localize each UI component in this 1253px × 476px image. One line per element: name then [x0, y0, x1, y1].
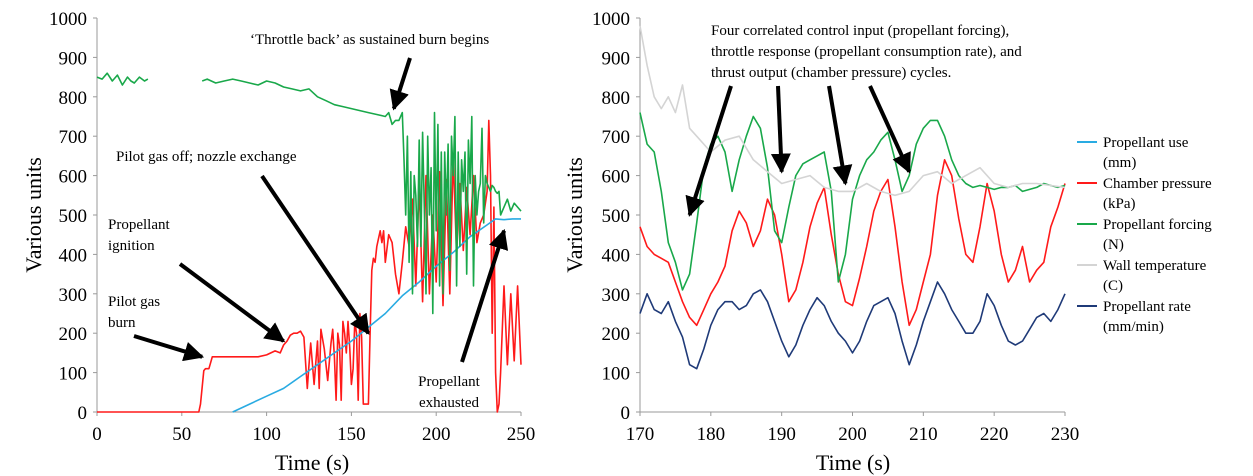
y-tick-label: 0	[78, 403, 88, 424]
right-chart-legend: Propellant use (mm) Chamber pressure (kPa) P…	[1077, 135, 1212, 335]
series-line-chamber-pressure	[639, 159, 1066, 327]
y-tick-label: 400	[602, 245, 631, 266]
right-chart-y-axis-label: Various units	[562, 157, 587, 273]
y-tick-label: 300	[602, 285, 631, 306]
x-tick-label: 250	[507, 424, 536, 445]
left-chart-annotations: ‘Throttle back’ as sustained burn begins…	[108, 32, 509, 411]
x-tick-label: 220	[980, 424, 1009, 445]
series-line-series-2	[201, 78, 522, 315]
annotation-text: Propellant	[418, 374, 480, 390]
legend-item: Propellant rate (mm/min)	[1077, 299, 1191, 335]
x-tick-label: 200	[422, 424, 451, 445]
left-chart-x-axis-label: Time (s)	[275, 450, 349, 475]
legend-label: Propellant forcing	[1103, 217, 1212, 233]
annotation-text: Propellant	[108, 217, 170, 233]
annotation-arrow	[133, 334, 205, 362]
annotation-arrow	[868, 85, 911, 174]
annotation-arrow	[770, 85, 791, 174]
annotation-text: burn	[108, 315, 136, 331]
annotation-arrow	[178, 262, 286, 343]
y-tick-label: 0	[621, 403, 631, 424]
y-tick-label: 900	[602, 48, 631, 69]
y-tick-label: 500	[59, 206, 88, 227]
right-chart-axes	[636, 17, 1066, 416]
annotation-text: throttle response (propellant consumptio…	[711, 44, 1022, 60]
right-chart: 170 180 190 200 210 220 230 0 100 200 300 400 500 600…	[562, 9, 1212, 475]
annotation-text: Pilot gas	[108, 294, 160, 310]
series-line-propellant-forcing	[639, 112, 1066, 291]
x-tick-label: 100	[252, 424, 281, 445]
series-line-wall-temperature	[639, 25, 1066, 197]
series-line-series-1	[503, 218, 521, 221]
legend-label: Propellant rate	[1103, 299, 1191, 315]
annotation-arrow	[260, 174, 371, 335]
left-chart-y-axis-label: Various units	[21, 157, 46, 273]
series-line-propellant-rate	[639, 281, 1066, 370]
legend-unit: (mm)	[1103, 155, 1136, 171]
right-chart-tick-labels: 170 180 190 200 210 220 230 0 100 200 300 400 500 600…	[592, 9, 1079, 445]
x-tick-label: 180	[697, 424, 726, 445]
legend-item: Chamber pressure (kPa)	[1077, 176, 1212, 212]
x-tick-label: 0	[92, 424, 102, 445]
y-tick-label: 100	[59, 364, 88, 385]
annotation-arrow	[685, 85, 733, 217]
y-tick-label: 400	[59, 245, 88, 266]
legend-item: Wall temperature (C)	[1077, 258, 1207, 294]
annotation-text: ‘Throttle back’ as sustained burn begins	[250, 32, 489, 48]
annotation-text: thrust output (chamber pressure) cycles.	[711, 65, 951, 81]
x-tick-label: 210	[909, 424, 938, 445]
y-tick-label: 1000	[592, 9, 630, 30]
y-tick-label: 900	[59, 48, 88, 69]
x-tick-label: 190	[767, 424, 796, 445]
annotation-text: Four correlated control input (propellan…	[711, 23, 1009, 39]
left-chart: 0 50 100 150 200 250 0 100 200 300 400 500 600 700 800…	[21, 9, 535, 475]
legend-item: Propellant forcing (N)	[1077, 217, 1212, 253]
legend-unit: (kPa)	[1103, 196, 1136, 212]
legend-unit: (mm/min)	[1103, 319, 1164, 335]
y-tick-label: 800	[59, 88, 88, 109]
right-chart-series	[639, 25, 1066, 370]
y-tick-label: 700	[59, 127, 88, 148]
legend-unit: (C)	[1103, 278, 1123, 294]
left-chart-series	[96, 72, 522, 413]
legend-item: Propellant use (mm)	[1077, 135, 1189, 171]
y-tick-label: 200	[602, 324, 631, 345]
y-tick-label: 600	[602, 167, 631, 188]
y-tick-label: 300	[59, 285, 88, 306]
annotation-text: Pilot gas off; nozzle exchange	[116, 149, 297, 165]
y-tick-label: 800	[602, 88, 631, 109]
annotation-text: ignition	[108, 238, 155, 254]
annotation-arrow	[389, 57, 412, 111]
y-tick-label: 200	[59, 324, 88, 345]
y-tick-label: 600	[59, 167, 88, 188]
annotation-arrow	[460, 228, 509, 363]
y-tick-label: 700	[602, 127, 631, 148]
annotation-arrow	[827, 85, 853, 186]
x-tick-label: 50	[172, 424, 191, 445]
x-tick-label: 230	[1051, 424, 1080, 445]
y-tick-label: 1000	[49, 9, 87, 30]
series-line-series-2	[96, 72, 149, 86]
left-chart-tick-labels: 0 50 100 150 200 250 0 100 200 300 400 500 600 700 800…	[49, 9, 535, 445]
legend-label: Propellant use	[1103, 135, 1189, 151]
right-chart-annotations: Four correlated control input (propellan…	[685, 23, 1022, 217]
legend-unit: (N)	[1103, 237, 1124, 253]
legend-label: Chamber pressure	[1103, 176, 1212, 192]
x-tick-label: 170	[626, 424, 655, 445]
x-tick-label: 150	[337, 424, 366, 445]
right-chart-x-axis-label: Time (s)	[816, 450, 890, 475]
x-tick-label: 200	[838, 424, 867, 445]
legend-label: Wall temperature	[1103, 258, 1207, 274]
annotation-text: exhausted	[419, 395, 479, 411]
y-tick-label: 100	[602, 364, 631, 385]
y-tick-label: 500	[602, 206, 631, 227]
